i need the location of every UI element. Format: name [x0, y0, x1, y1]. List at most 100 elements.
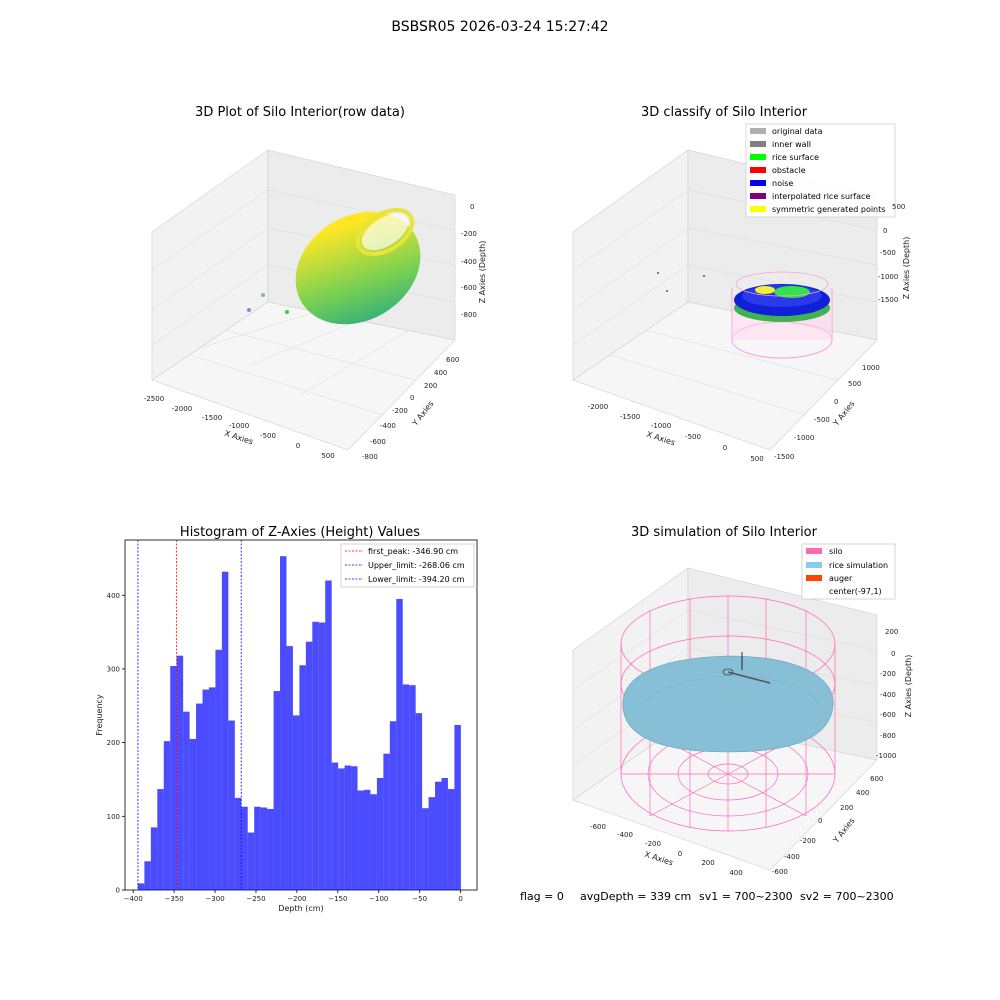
simulation-x-ticks: -600 -400 -200 0 200 400 — [590, 823, 743, 877]
classify-y-ticks: -1500 -1000 -500 0 500 1000 — [774, 364, 880, 461]
svg-text:-500: -500 — [814, 416, 830, 424]
x-tick-label: −350 — [164, 895, 183, 903]
legend-label: auger — [829, 574, 853, 583]
svg-text:-200: -200 — [392, 407, 408, 415]
x-tick-label: −50 — [412, 895, 427, 903]
histogram-bar — [228, 720, 235, 890]
histogram-bar — [183, 711, 190, 890]
svg-text:-400: -400 — [784, 853, 800, 861]
legend-swatch-obstacle — [750, 167, 766, 173]
classify-silo-cloud — [657, 271, 833, 359]
svg-text:500: 500 — [321, 452, 334, 460]
svg-text:-200: -200 — [461, 230, 477, 238]
svg-text:500: 500 — [892, 203, 905, 211]
svg-text:-1000: -1000 — [876, 752, 896, 760]
histogram-bar — [144, 861, 151, 890]
raw-x-axis-label: X Axies — [223, 429, 254, 447]
svg-text:-500: -500 — [880, 249, 896, 257]
svg-text:0: 0 — [470, 203, 474, 211]
y-tick-label: 300 — [107, 665, 120, 673]
x-tick-label: −200 — [287, 895, 306, 903]
classify-x-axis-label: X Axies — [645, 430, 676, 448]
svg-text:0: 0 — [834, 398, 838, 406]
raw-x-ticks: -2500 -2000 -1500 -1000 -500 0 500 — [144, 395, 335, 460]
histogram-bar — [170, 666, 177, 890]
legend-label: first_peak: -346.90 cm — [368, 547, 458, 556]
legend-label: rice surface — [772, 153, 819, 162]
histogram-bar — [247, 832, 255, 890]
classify-plot: 3D classify of Silo Interior — [572, 105, 911, 463]
histogram-bar — [292, 715, 300, 890]
histogram-bar — [305, 641, 313, 890]
y-tick-label: 100 — [107, 813, 120, 821]
svg-text:600: 600 — [870, 775, 883, 783]
histogram-bar — [454, 724, 461, 890]
legend-label: interpolated rice surface — [772, 192, 870, 201]
svg-text:-500: -500 — [260, 432, 276, 440]
histogram-bar — [447, 789, 455, 890]
raw-y-ticks: -800 -600 -400 -200 0 200 400 600 — [362, 356, 459, 461]
histogram-bar — [260, 807, 268, 890]
svg-text:-800: -800 — [880, 732, 896, 740]
histogram-bar — [189, 738, 197, 890]
svg-text:0: 0 — [818, 817, 822, 825]
legend-label: original data — [772, 127, 823, 136]
svg-text:-200: -200 — [645, 840, 661, 848]
svg-text:0: 0 — [723, 444, 727, 452]
svg-text:200: 200 — [701, 859, 714, 867]
legend-label: inner wall — [772, 140, 811, 149]
histogram-plot: Histogram of Z-Axies (Height) Values −40… — [95, 525, 478, 913]
histogram-bar — [376, 778, 384, 890]
simulation-legend: silo rice simulation auger center(-97,1) — [801, 543, 896, 600]
legend-label: symmetric generated points — [772, 205, 885, 214]
histogram-bar — [312, 621, 319, 890]
svg-text:-200: -200 — [800, 837, 816, 845]
raw-plot-title: 3D Plot of Silo Interior(row data) — [195, 105, 405, 120]
svg-text:-600: -600 — [772, 868, 788, 876]
classify-plot-title: 3D classify of Silo Interior — [641, 105, 808, 120]
raw-z-ticks: 0 -200 -400 -600 -800 — [461, 203, 477, 319]
svg-text:-400: -400 — [617, 831, 633, 839]
svg-text:-400: -400 — [380, 422, 396, 430]
histogram-bar — [286, 646, 293, 890]
histogram-bar — [234, 797, 242, 890]
histogram-bars — [137, 556, 461, 890]
svg-text:500: 500 — [848, 380, 861, 388]
svg-text:-1500: -1500 — [878, 296, 898, 304]
histogram-legend: first_peak: -346.90 cm Upper_limit: -268… — [340, 543, 475, 588]
x-tick-label: −150 — [328, 895, 347, 903]
x-tick-label: −250 — [246, 895, 265, 903]
histogram-bar — [150, 827, 158, 890]
svg-text:-1000: -1000 — [794, 434, 814, 442]
classify-z-ticks: 500 0 -500 -1000 -1500 — [878, 203, 905, 304]
histogram-bar — [383, 753, 390, 890]
histogram-bar — [241, 806, 248, 890]
simulation-y-axis-label: Y Axies — [831, 816, 857, 845]
raw-data-plot: 3D Plot of Silo Interior(row data) — [144, 105, 487, 461]
histogram-bar — [176, 655, 184, 890]
status-footer: flag = 0 avgDepth = 339 cm sv1 = 700~230… — [520, 890, 894, 903]
histogram-bar — [273, 691, 281, 890]
raw-y-axis-label: Y Axies — [410, 399, 436, 428]
histogram-bar — [157, 789, 164, 890]
svg-text:500: 500 — [750, 455, 763, 463]
footer-sv1: sv1 = 700~2300 — [699, 890, 793, 903]
legend-label: center(-97,1) — [829, 587, 882, 596]
histogram-bar — [221, 571, 229, 890]
histogram-x-axis-label: Depth (cm) — [278, 904, 323, 913]
histogram-bar — [422, 808, 429, 890]
simulation-auger — [727, 671, 771, 684]
svg-text:-2500: -2500 — [144, 395, 164, 403]
histogram-bar — [163, 741, 171, 890]
svg-text:-1500: -1500 — [620, 413, 640, 421]
svg-text:-200: -200 — [880, 670, 896, 678]
legend-label: noise — [772, 179, 793, 188]
histogram-title: Histogram of Z-Axies (Height) Values — [180, 525, 420, 540]
histogram-bar — [338, 768, 345, 890]
svg-text:400: 400 — [729, 869, 742, 877]
histogram-bar — [409, 685, 416, 890]
histogram-y-axis-label: Frequency — [95, 694, 104, 736]
histogram-bar — [370, 794, 377, 890]
svg-text:-2000: -2000 — [588, 403, 608, 411]
